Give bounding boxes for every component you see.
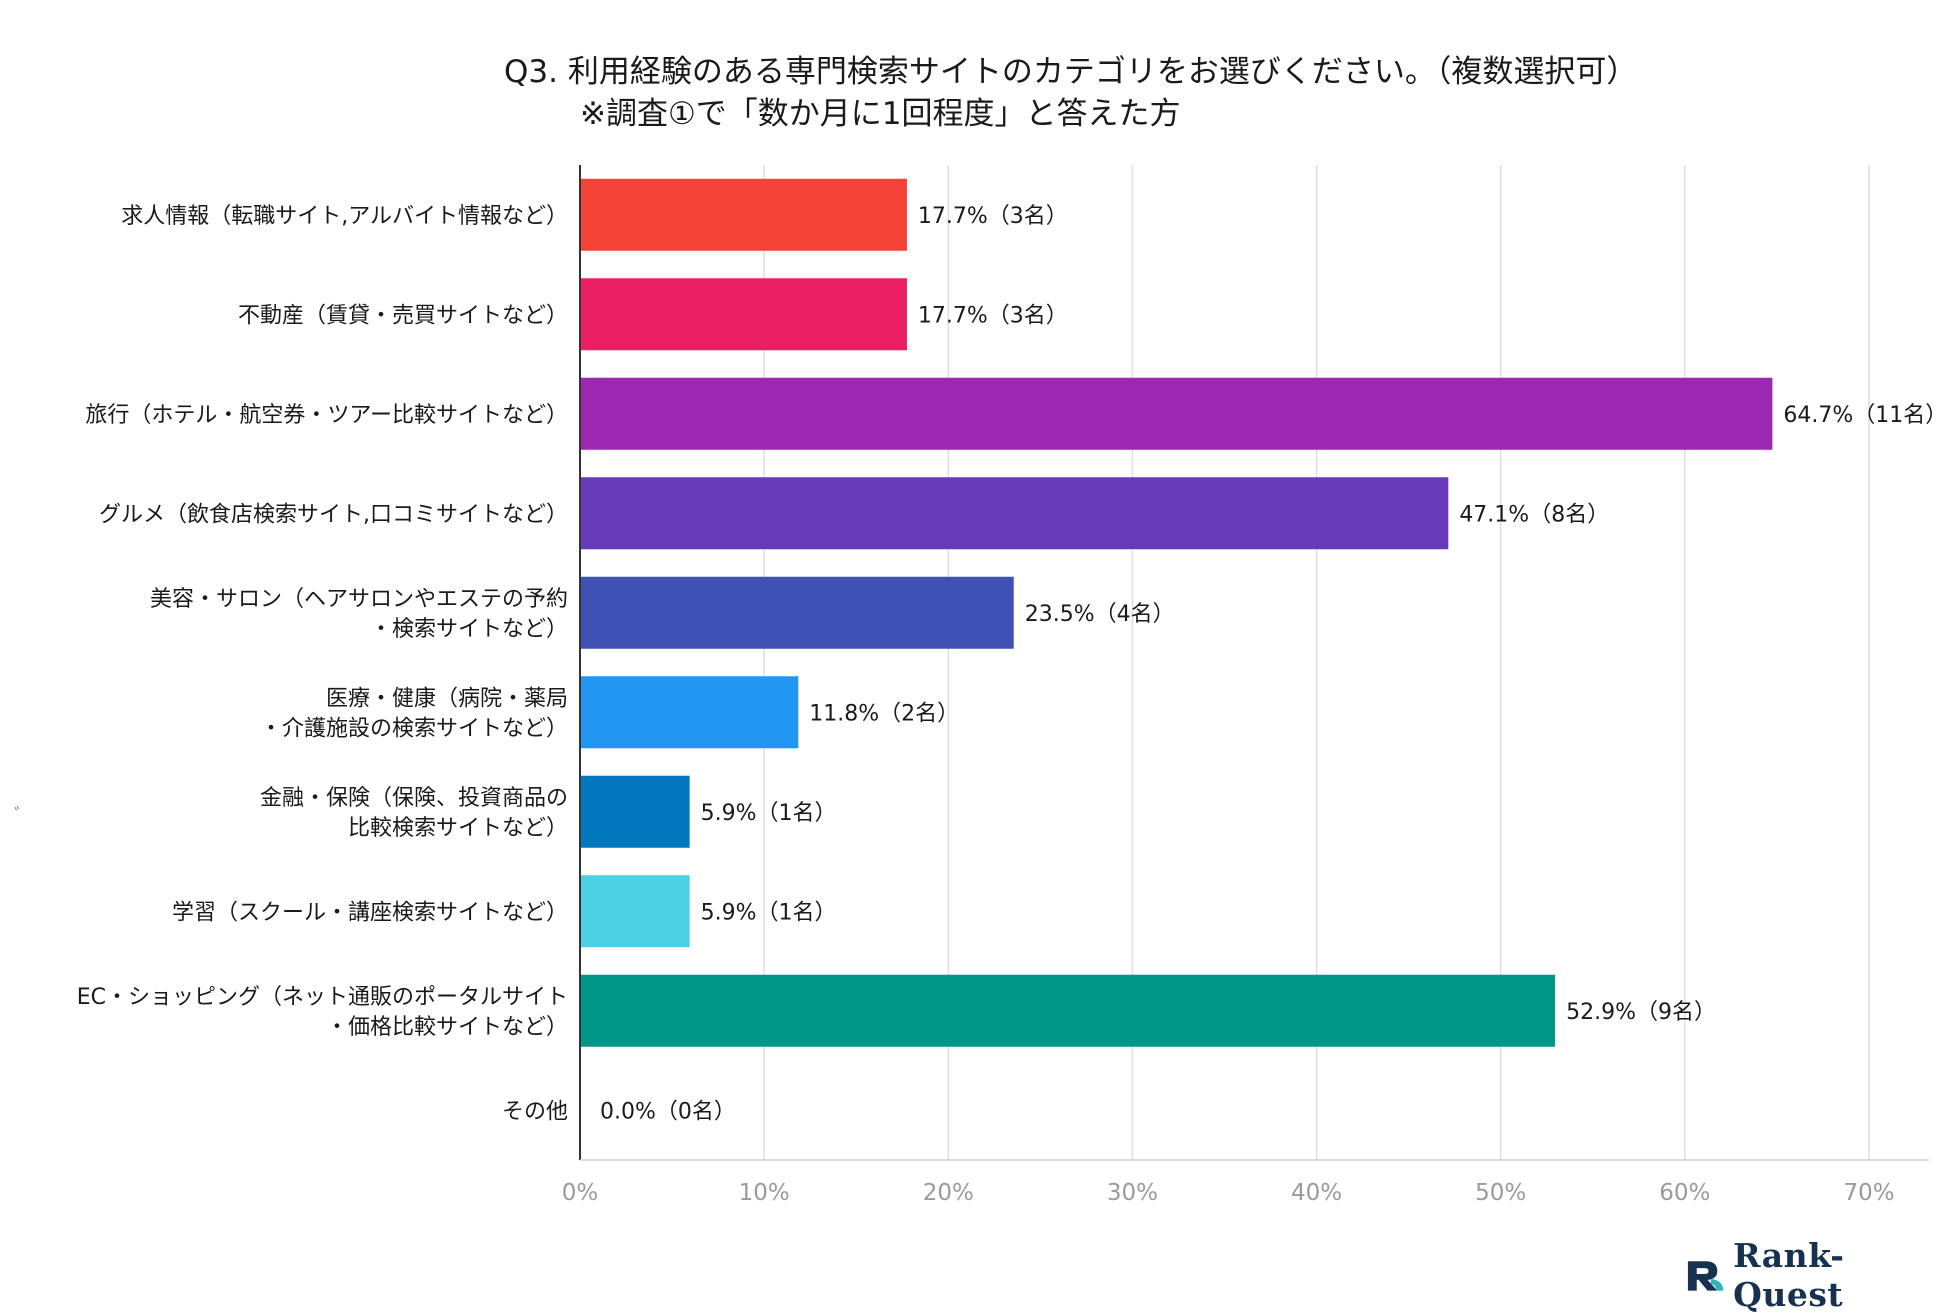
data-label: 52.9%（9名） — [1566, 1000, 1716, 1025]
bar — [581, 676, 799, 749]
category-label: 学習（スクール・講座検索サイトなど） — [172, 900, 568, 925]
data-label: 5.9%（1名） — [701, 900, 837, 925]
category-label: ・価格比較サイトなど） — [326, 1015, 568, 1040]
data-label: 17.7%（3名） — [918, 204, 1068, 229]
category-label: 金融・保険（保険、投資商品の — [260, 786, 568, 811]
x-tick-label: 70% — [1843, 1180, 1894, 1206]
x-tick-label: 50% — [1475, 1180, 1526, 1206]
data-label: 47.1%（8名） — [1459, 502, 1609, 527]
chart-subtitle: ※調査①で「数か月に1回程度」と答えた方 — [580, 96, 1181, 132]
bar — [581, 278, 907, 351]
brand-logo: Rank-Quest — [1684, 1236, 1950, 1314]
x-tick-label: 20% — [923, 1180, 974, 1206]
category-label: 比較検索サイトなど） — [348, 816, 568, 841]
data-label: 5.9%（1名） — [701, 801, 837, 826]
bar — [581, 974, 1556, 1047]
category-label: EC・ショッピング（ネット通販のポータルサイト — [77, 985, 568, 1010]
x-tick-label: 10% — [739, 1180, 790, 1206]
brand-name: Rank-Quest — [1733, 1236, 1845, 1314]
bar — [581, 875, 690, 948]
data-label: 64.7%（11名） — [1783, 403, 1947, 428]
category-label: 医療・健康（病院・薬局 — [326, 686, 568, 711]
category-label: その他 — [502, 1099, 568, 1124]
x-tick-label: 40% — [1291, 1180, 1342, 1206]
x-tick-label: 30% — [1107, 1180, 1158, 1206]
category-label: 求人情報（転職サイト,アルバイト情報など） — [121, 204, 568, 229]
stray-mark: ﾞ — [14, 804, 24, 828]
labels: 0% 10% 20% 30% 40% 50% 60% 70% 求人情報（転職サイト,アルバイト情… — [77, 204, 1948, 1206]
category-label: 不動産（賃貸・売買サイトなど） — [238, 303, 568, 328]
bar — [581, 775, 690, 848]
category-label: グルメ（飲食店検索サイト,口コミサイトなど） — [99, 502, 568, 527]
data-label: 0.0%（0名） — [600, 1099, 736, 1124]
bar — [581, 377, 1773, 450]
data-label: 17.7%（3名） — [918, 303, 1068, 328]
chart-title: Q3. 利用経験のある専門検索サイトのカテゴリをお選びください。（複数選択可） — [504, 54, 1638, 90]
bars — [581, 178, 1773, 1047]
bar — [581, 178, 907, 251]
category-label: ・検索サイトなど） — [370, 617, 568, 642]
data-label: 23.5%（4名） — [1025, 602, 1175, 627]
category-label: 美容・サロン（ヘアサロンやエステの予約 — [150, 587, 568, 612]
x-tick-label: 0% — [562, 1180, 599, 1206]
data-label: 11.8%（2名） — [809, 701, 959, 726]
bar — [581, 576, 1014, 649]
bar — [581, 477, 1449, 550]
x-tick-label: 60% — [1659, 1180, 1710, 1206]
category-label: 旅行（ホテル・航空券・ツアー比較サイトなど） — [85, 403, 568, 428]
rank-quest-logo-icon — [1687, 1261, 1724, 1291]
category-label: ・介護施設の検索サイトなど） — [260, 716, 568, 741]
